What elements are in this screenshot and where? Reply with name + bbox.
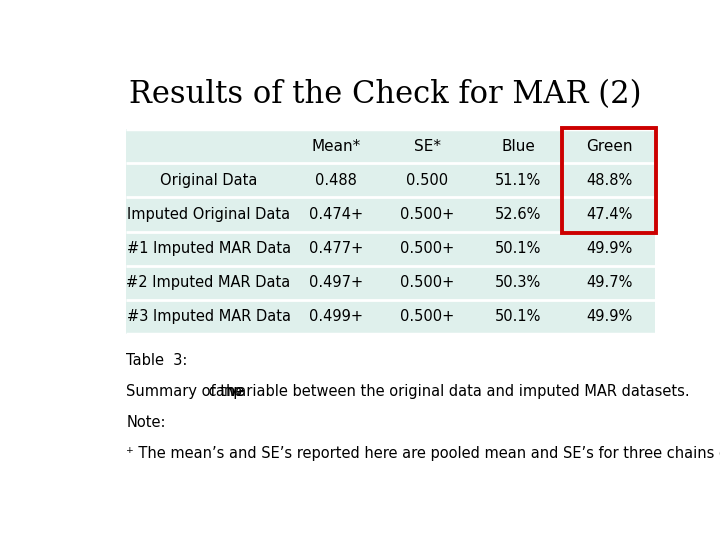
Text: 50.1%: 50.1% xyxy=(495,309,541,325)
Text: camp: camp xyxy=(207,384,242,399)
Text: 48.8%: 48.8% xyxy=(586,173,632,188)
Text: 47.4%: 47.4% xyxy=(586,207,632,222)
Text: ⁺ The mean’s and SE’s reported here are pooled mean and SE’s for three chains of: ⁺ The mean’s and SE’s reported here are … xyxy=(126,446,720,461)
Text: 0.500+: 0.500+ xyxy=(400,309,454,325)
FancyBboxPatch shape xyxy=(126,129,654,334)
Text: Table  3:: Table 3: xyxy=(126,353,188,368)
Text: Green: Green xyxy=(586,139,632,154)
Text: Results of the Check for MAR (2): Results of the Check for MAR (2) xyxy=(129,79,642,110)
Text: 49.7%: 49.7% xyxy=(586,275,632,290)
Text: 0.500+: 0.500+ xyxy=(400,275,454,290)
Text: 51.1%: 51.1% xyxy=(495,173,541,188)
Text: Imputed Original Data: Imputed Original Data xyxy=(127,207,290,222)
Text: 52.6%: 52.6% xyxy=(495,207,541,222)
Text: 0.499+: 0.499+ xyxy=(310,309,364,325)
Text: Mean*: Mean* xyxy=(312,139,361,154)
Text: 0.500+: 0.500+ xyxy=(400,207,454,222)
Text: Note:: Note: xyxy=(126,415,166,430)
Text: 0.488: 0.488 xyxy=(315,173,357,188)
Text: 0.474+: 0.474+ xyxy=(310,207,364,222)
Text: 0.477+: 0.477+ xyxy=(309,241,364,256)
Text: 0.500+: 0.500+ xyxy=(400,241,454,256)
Text: 49.9%: 49.9% xyxy=(586,241,632,256)
Text: 0.500: 0.500 xyxy=(406,173,449,188)
Text: 49.9%: 49.9% xyxy=(586,309,632,325)
Text: Blue: Blue xyxy=(501,139,535,154)
Text: #2 Imputed MAR Data: #2 Imputed MAR Data xyxy=(127,275,291,290)
Text: 50.1%: 50.1% xyxy=(495,241,541,256)
Text: Original Data: Original Data xyxy=(160,173,257,188)
Text: variable between the original data and imputed MAR datasets.: variable between the original data and i… xyxy=(225,384,690,399)
Text: SE*: SE* xyxy=(414,139,441,154)
Text: Summary of the: Summary of the xyxy=(126,384,249,399)
Text: 0.497+: 0.497+ xyxy=(310,275,364,290)
Text: 50.3%: 50.3% xyxy=(495,275,541,290)
Text: #1 Imputed MAR Data: #1 Imputed MAR Data xyxy=(127,241,291,256)
Text: #3 Imputed MAR Data: #3 Imputed MAR Data xyxy=(127,309,291,325)
